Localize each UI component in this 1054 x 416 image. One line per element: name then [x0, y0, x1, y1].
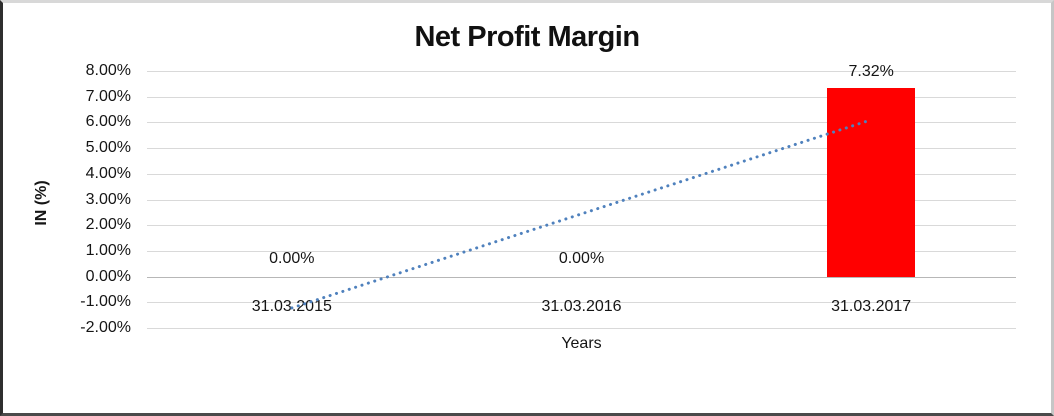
chart-title: Net Profit Margin — [414, 21, 640, 53]
y-tick-label: 7.00% — [85, 87, 131, 105]
gridline-7.00% — [147, 96, 1016, 98]
bar-31.03.2017 — [827, 88, 916, 277]
y-tick-label: 3.00% — [85, 190, 131, 208]
y-tick-label: 4.00% — [85, 164, 131, 182]
gridline--2.00% — [147, 328, 1016, 329]
gridline-8.00% — [147, 71, 1016, 72]
y-tick-label: -2.00% — [80, 319, 131, 336]
x-axis-title: Years — [561, 335, 602, 352]
y-tick-label: 0.00% — [85, 267, 131, 285]
y-tick-label: 6.00% — [85, 113, 131, 131]
y-tick-label: 8.00% — [85, 62, 131, 79]
y-tick-label: 2.00% — [85, 216, 131, 234]
category-label: 31.03.2017 — [831, 297, 912, 315]
category-label: 31.03.2015 — [251, 297, 332, 315]
category-label: 31.03.2016 — [541, 297, 622, 315]
y-tick-label: 1.00% — [85, 241, 131, 259]
data-label: 7.32% — [848, 63, 894, 81]
gridline-0.00% — [147, 276, 1016, 278]
y-tick-label: 5.00% — [85, 139, 131, 157]
data-label: 0.00% — [558, 249, 605, 267]
y-tick-label: -1.00% — [80, 293, 131, 311]
data-label: 0.00% — [269, 249, 315, 267]
